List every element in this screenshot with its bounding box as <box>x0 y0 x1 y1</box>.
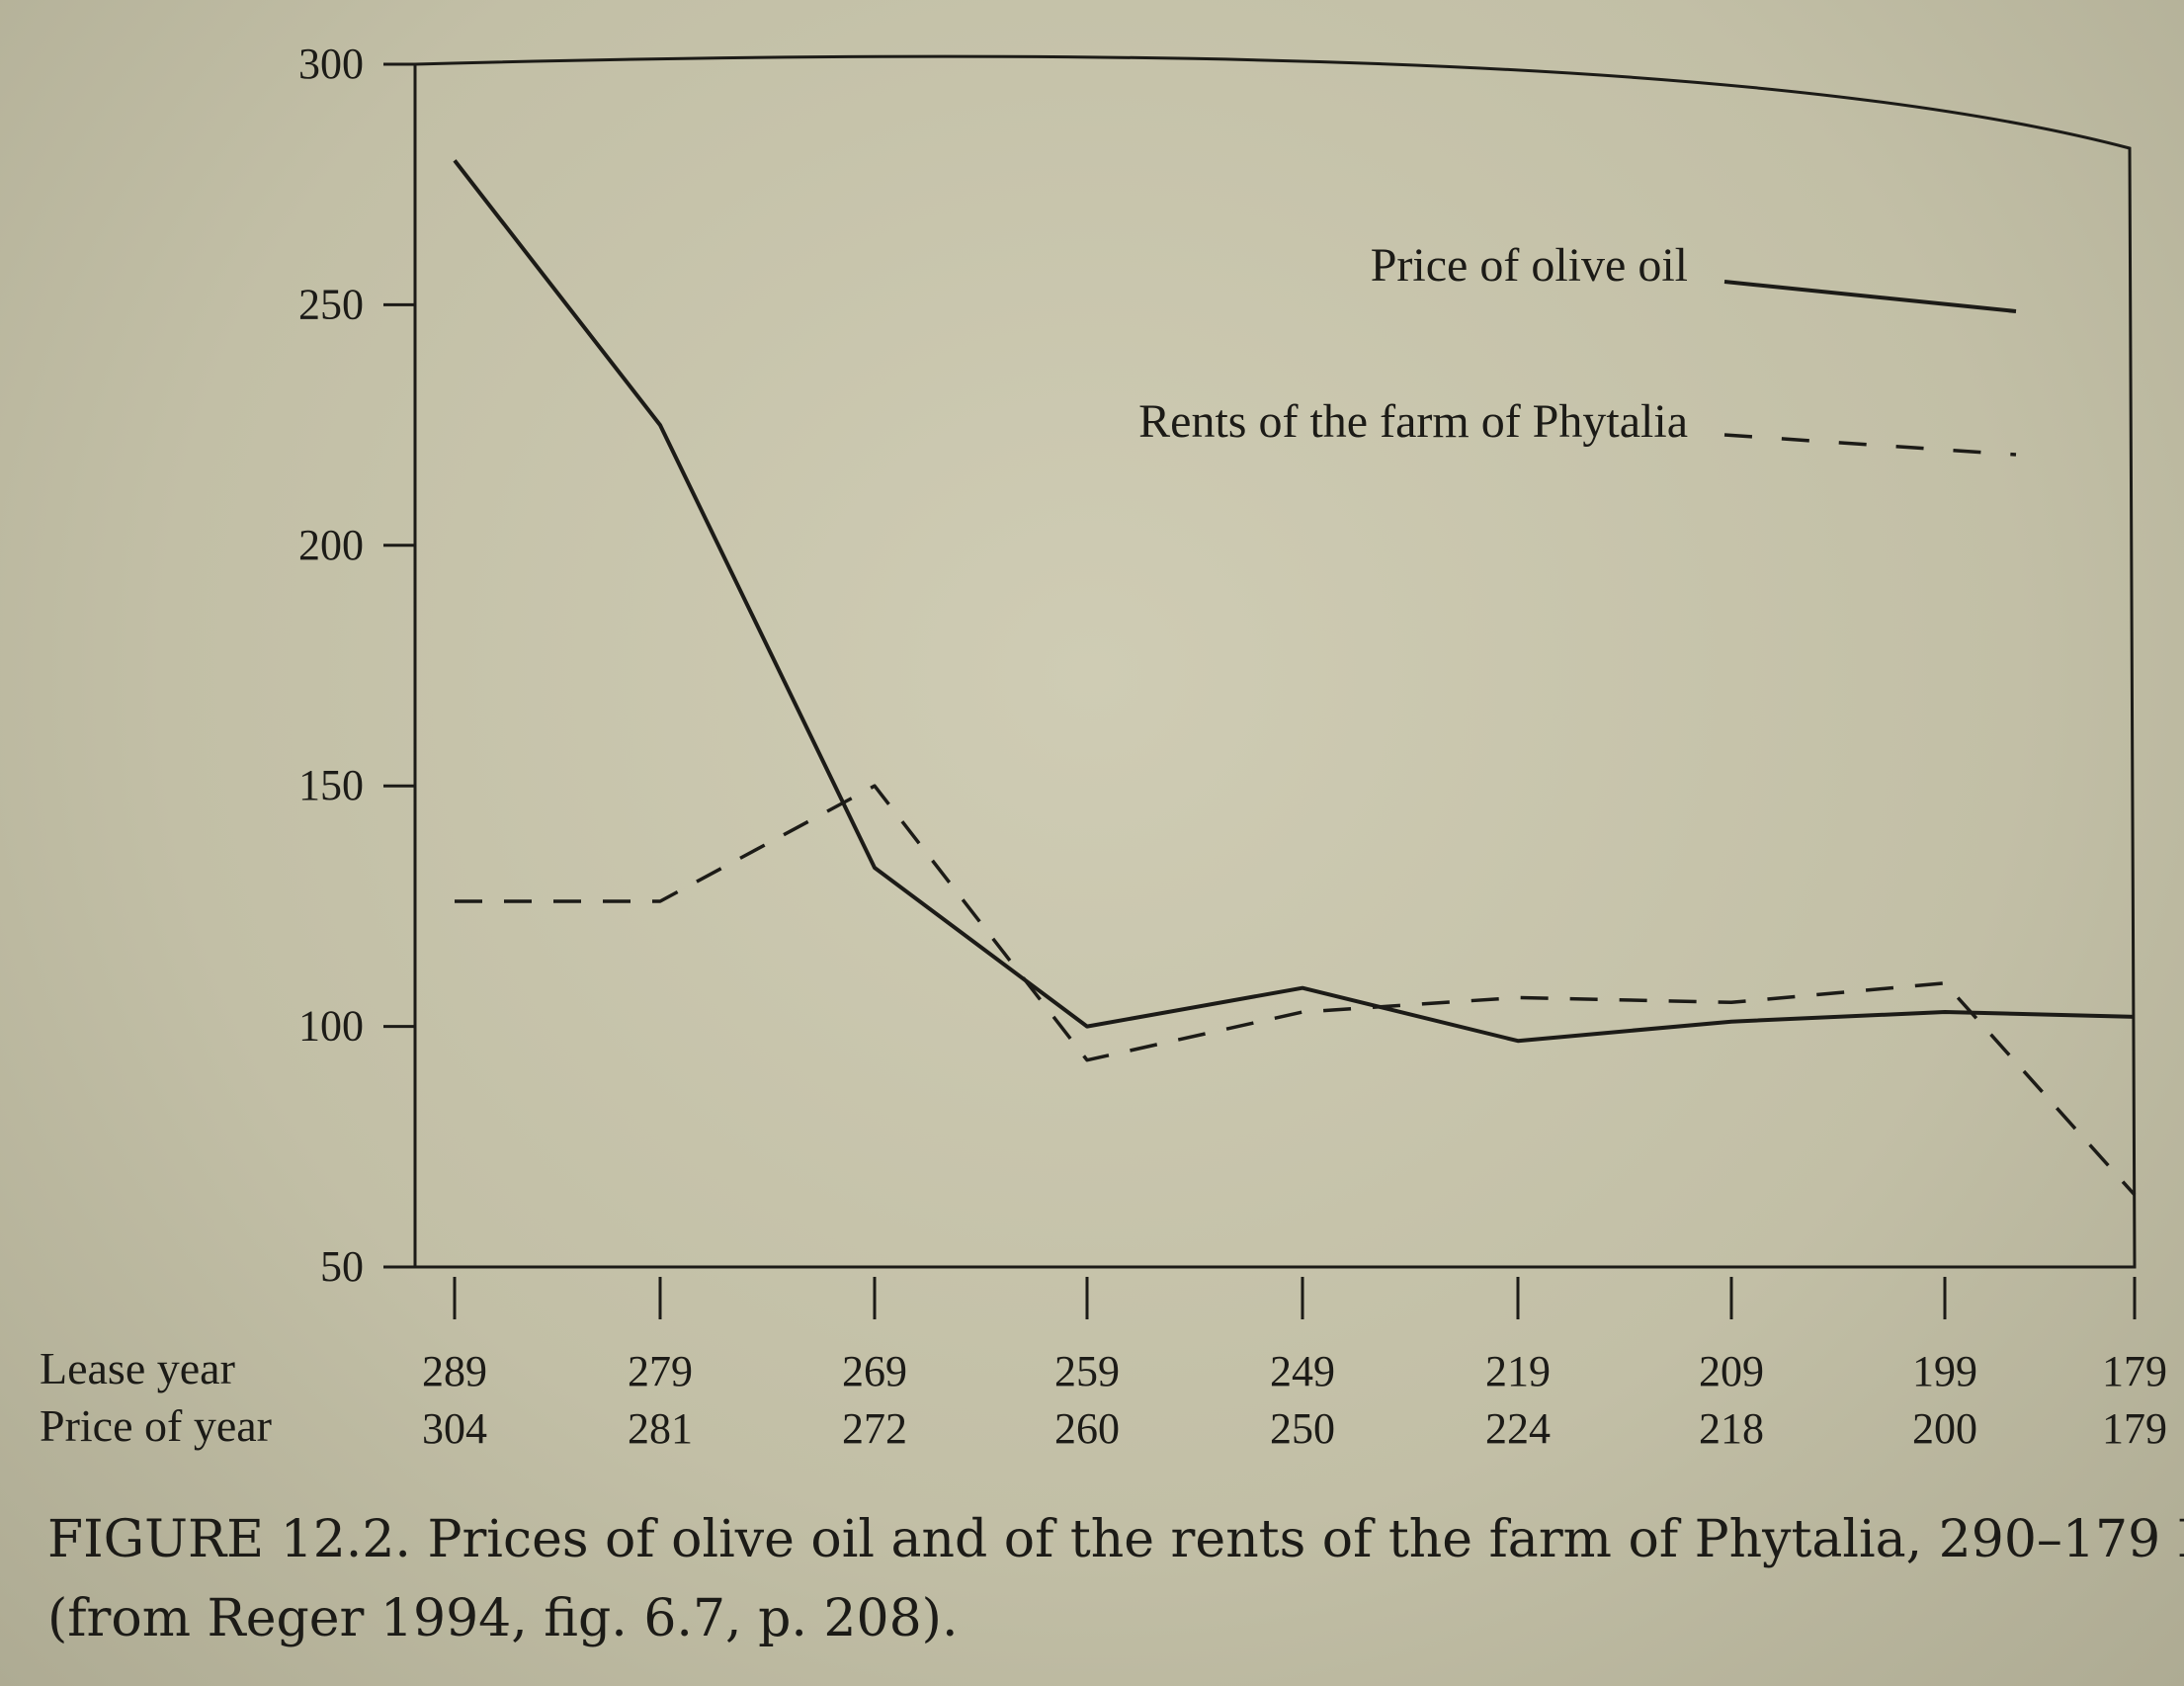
x-tick-label-price-year: 224 <box>1485 1404 1551 1453</box>
series-line-phytalia-rents <box>455 784 2137 1197</box>
x-tick-label-price-year: 260 <box>1054 1404 1120 1453</box>
plot-border <box>413 54 2137 1269</box>
x-tick-label-lease-year: 269 <box>842 1347 907 1395</box>
figure-caption-source: (from Reger 1994, fig. 6.7, p. 208). <box>47 1589 959 1648</box>
row-label-lease-year: Lease year <box>40 1343 235 1393</box>
x-tick-label-price-year: 200 <box>1912 1404 1977 1453</box>
x-tick-label-price-year: 272 <box>842 1404 907 1453</box>
row-label-price-year: Price of year <box>40 1400 272 1451</box>
x-tick-label-price-year: 304 <box>422 1404 487 1453</box>
y-tick-label: 50 <box>320 1242 364 1291</box>
x-tick-label-lease-year: 219 <box>1485 1347 1551 1395</box>
legend: Price of olive oil Rents of the farm of P… <box>1138 239 2017 457</box>
y-tick-label: 100 <box>298 1002 364 1051</box>
x-tick-label-price-year: 179 <box>2102 1404 2167 1453</box>
series-lines <box>453 159 2137 1197</box>
x-tick-label-price-year: 218 <box>1699 1404 1764 1453</box>
x-tick-label-lease-year: 289 <box>422 1347 487 1395</box>
y-axis: 50 100 150 200 250 300 <box>298 40 415 1291</box>
y-tick-label: 200 <box>298 521 364 569</box>
y-tick-label: 250 <box>298 280 364 328</box>
figure-caption: FIGURE 12.2. Prices of olive oil and of … <box>47 1510 2184 1569</box>
plot-frame <box>413 54 2137 1269</box>
x-tick-label-lease-year: 179 <box>2102 1347 2167 1395</box>
x-axis: 289 304 279 281 269 272 259 260 249 250 219 224 209 2… <box>40 1277 2167 1453</box>
x-tick-label-lease-year: 249 <box>1270 1347 1335 1395</box>
legend-label-phytalia-rents: Rents of the farm of Phytalia <box>1138 395 1688 448</box>
y-tick-label: 150 <box>298 761 364 809</box>
x-tick-label-lease-year: 259 <box>1054 1347 1120 1395</box>
legend-swatch-phytalia-rents <box>1723 433 2017 457</box>
x-tick-label-price-year: 250 <box>1270 1404 1335 1453</box>
x-tick-label-lease-year: 199 <box>1912 1347 1977 1395</box>
series-line-olive-oil <box>453 159 2136 1044</box>
x-tick-label-lease-year: 209 <box>1699 1347 1764 1395</box>
x-tick-label-lease-year: 279 <box>628 1347 693 1395</box>
legend-swatch-olive-oil <box>1723 280 2017 313</box>
x-tick-label-price-year: 281 <box>628 1404 693 1453</box>
legend-label-olive-oil: Price of olive oil <box>1371 239 1688 292</box>
y-tick-label: 300 <box>298 40 364 88</box>
